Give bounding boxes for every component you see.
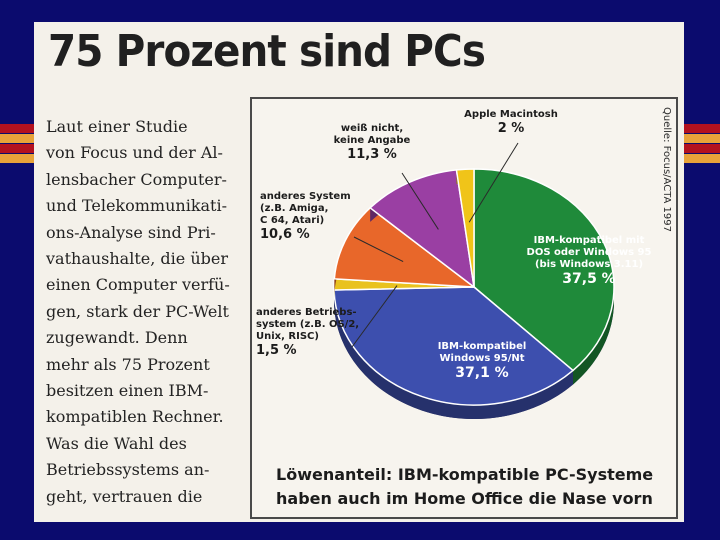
- slice-label-line: (z.B. Amiga,: [260, 203, 329, 214]
- pie-chart-figure: Quelle: Focus/ACTA 1997 Apple Macintosh …: [250, 97, 678, 519]
- slice-label-line: keine Angabe: [333, 135, 411, 146]
- article-line: mehr als 75 Prozent: [46, 354, 210, 374]
- article-line: kompatiblen Rechner.: [46, 407, 224, 427]
- slice-value-label: 11,3 %: [347, 147, 397, 162]
- slice-label-line: Windows 95/Nt: [439, 353, 525, 364]
- article-line: vathaushalte, die über: [46, 249, 228, 269]
- pie-chart: [333, 142, 615, 419]
- slice-value-label: 10,6 %: [260, 227, 310, 242]
- article-line: Laut einer Studie: [46, 117, 188, 136]
- leader-line-other_system: [353, 236, 404, 263]
- pie-slice-ibm_win95nt: [333, 286, 575, 406]
- slice-label-line: DOS oder Windows 95: [526, 247, 652, 258]
- leader-lines: [351, 142, 519, 348]
- slice-value-label: 2 %: [497, 121, 525, 136]
- slice-label-other-os: anderes Betriebs- system (z.B. OS/2, Uni…: [256, 307, 368, 359]
- pie-slice-side-ibm_win95nt: [334, 289, 573, 419]
- leader-line-unknown: [401, 172, 439, 230]
- slice-value-label: 37,1 %: [455, 365, 509, 381]
- slice-label-line: C 64, Atari): [260, 215, 325, 226]
- slice-label-ibm-win95nt: IBM-kompatibel Windows 95/Nt 37,1 %: [412, 341, 552, 381]
- article-text: Laut einer Studie von Focus und der Al- …: [46, 114, 232, 510]
- slice-label-line: anderes Betriebs-: [256, 307, 357, 318]
- article-line: besitzen einen IBM-: [46, 381, 209, 401]
- pie-slice-mac: [455, 168, 475, 288]
- slice-value-label: 1,5 %: [256, 343, 297, 358]
- article-line: ons-Analyse sind Pri-: [46, 222, 216, 242]
- article-line: von Focus und der Al-: [46, 143, 223, 163]
- leader-line-mac: [468, 142, 519, 223]
- slice-label-line: weiß nicht,: [340, 123, 404, 134]
- article-line: Betriebssystems an-: [46, 460, 210, 480]
- headline: 75 Prozent sind PCs: [48, 26, 486, 77]
- slice-label-line: Apple Macintosh: [464, 109, 558, 120]
- newspaper-clipping: 75 Prozent sind PCs Laut einer Studie vo…: [34, 22, 684, 522]
- source-note: Quelle: Focus/ACTA 1997: [661, 107, 672, 232]
- slice-label-mac: Apple Macintosh 2 %: [448, 109, 574, 137]
- article-line: zugewandt. Denn: [46, 328, 188, 348]
- slice-label-line: (bis Windows 3.11): [534, 259, 644, 270]
- pie-slice-other_system: [333, 206, 477, 288]
- pie-slice-ibm_dos: [473, 168, 615, 372]
- article-line: und Telekommunikati-: [46, 196, 228, 216]
- pie-slices: [333, 168, 615, 419]
- leader-line-other_os: [351, 285, 398, 348]
- article-line: lensbacher Computer-: [46, 169, 227, 189]
- slice-label-line: IBM-kompatibel: [437, 341, 527, 352]
- slice-label-line: anderes System: [260, 191, 351, 202]
- slice-label-line: system (z.B. OS/2,: [256, 319, 360, 330]
- slice-label-unknown: weiß nicht, keine Angabe 11,3 %: [330, 123, 414, 163]
- slice-label-line: IBM-kompatibel mit: [533, 235, 645, 246]
- article-line: Was die Wahl des: [46, 433, 187, 453]
- slice-value-label: 37,5 %: [562, 271, 616, 287]
- pie-slice-unknown: [368, 169, 476, 289]
- slice-label-line: Unix, RISC): [256, 331, 319, 342]
- slice-label-other-system: anderes System (z.B. Amiga, C 64, Atari)…: [260, 191, 370, 243]
- slice-label-ibm-dos: IBM-kompatibel mit DOS oder Windows 95 (…: [514, 235, 664, 287]
- article-line: geht, vertrauen die: [46, 486, 203, 506]
- chart-title: Löwenanteil: IBM-kompatible PC-Systeme h…: [276, 465, 654, 508]
- article-line: gen, stark der PC-Welt: [46, 301, 229, 321]
- article-line: einen Computer verfü-: [46, 275, 230, 295]
